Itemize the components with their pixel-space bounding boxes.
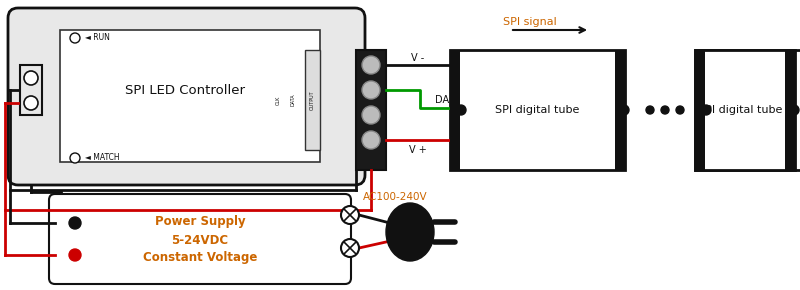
Bar [785, 50, 795, 170]
Bar [695, 50, 800, 170]
Circle shape [789, 105, 799, 115]
Bar [450, 50, 625, 170]
Text: SPI signal: SPI signal [503, 17, 557, 27]
Bar [695, 50, 705, 170]
Circle shape [24, 96, 38, 110]
Circle shape [69, 249, 81, 261]
Circle shape [341, 239, 359, 257]
Bar [695, 50, 705, 170]
Text: DATA: DATA [290, 94, 295, 106]
Bar [20, 65, 42, 115]
Text: 5-24VDC: 5-24VDC [171, 233, 229, 246]
Text: CLK: CLK [275, 95, 281, 105]
Text: ◄ RUN: ◄ RUN [85, 34, 110, 43]
Text: OUTPUT: OUTPUT [310, 90, 314, 110]
Circle shape [456, 105, 466, 115]
Text: SPI digital tube: SPI digital tube [698, 105, 782, 115]
Text: Constant Voltage: Constant Voltage [143, 251, 257, 264]
Circle shape [70, 33, 80, 43]
Text: V -: V - [411, 53, 425, 63]
Circle shape [69, 217, 81, 229]
Text: SPI LED Controller: SPI LED Controller [125, 84, 245, 97]
Circle shape [362, 131, 380, 149]
Circle shape [661, 106, 669, 114]
Bar [695, 50, 795, 170]
Bar [450, 50, 460, 170]
Circle shape [70, 153, 80, 163]
Circle shape [341, 206, 359, 224]
Circle shape [676, 106, 684, 114]
Circle shape [362, 56, 380, 74]
Circle shape [362, 106, 380, 124]
Circle shape [362, 81, 380, 99]
Circle shape [701, 105, 711, 115]
Text: Power Supply: Power Supply [154, 215, 246, 229]
Text: SPI digital tube: SPI digital tube [495, 105, 579, 115]
Text: V +: V + [409, 145, 427, 155]
Bar [615, 50, 625, 170]
Text: DA: DA [435, 95, 449, 105]
Text: ◄ MATCH: ◄ MATCH [85, 153, 120, 162]
Ellipse shape [386, 203, 434, 261]
FancyBboxPatch shape [8, 8, 365, 185]
Circle shape [24, 71, 38, 85]
Bar [305, 50, 320, 150]
Bar [60, 30, 320, 162]
Bar [356, 50, 386, 170]
FancyBboxPatch shape [49, 194, 351, 284]
Circle shape [619, 105, 629, 115]
Text: AC100-240V: AC100-240V [362, 192, 427, 202]
Circle shape [646, 106, 654, 114]
Bar [695, 50, 795, 170]
